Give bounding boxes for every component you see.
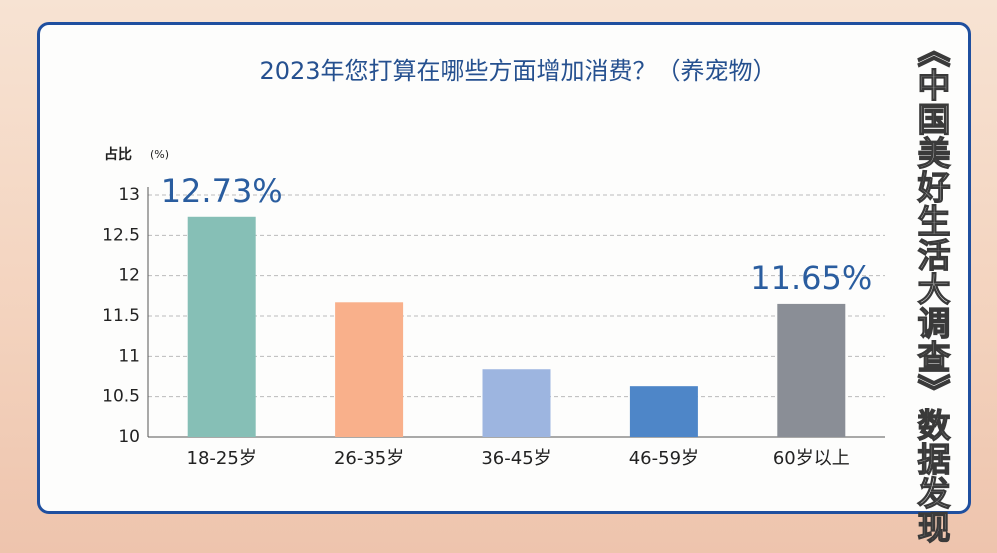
value-label: 12.73% [161,172,283,210]
value-label: 11.65% [750,259,872,297]
x-tick-label: 18-25岁 [187,448,257,469]
y-axis-title: 占比 [104,146,132,163]
x-tick-label: 46-59岁 [629,448,699,469]
y-tick-label: 12 [118,266,140,286]
y-tick-label: 13 [118,185,140,205]
y-tick-label: 12.5 [102,225,140,245]
bar [335,302,404,437]
bar [777,303,846,437]
chart-title: 2023年您打算在哪些方面增加消费？（养宠物） [259,57,776,85]
x-tick-label: 60岁以上 [773,448,850,469]
x-tick-label: 26-35岁 [334,448,404,469]
y-tick-label: 10 [118,427,140,447]
x-tick-label: 36-45岁 [481,448,551,469]
bar [187,216,256,437]
y-axis-unit: (%) [150,148,169,161]
y-tick-label: 11.5 [102,306,140,326]
side-caption: 《中国美好生活大调查》数据发现 [911,33,951,544]
y-tick-label: 11 [118,346,140,366]
bar [482,369,551,437]
y-tick-label: 10.5 [102,387,140,407]
bar [629,386,698,437]
